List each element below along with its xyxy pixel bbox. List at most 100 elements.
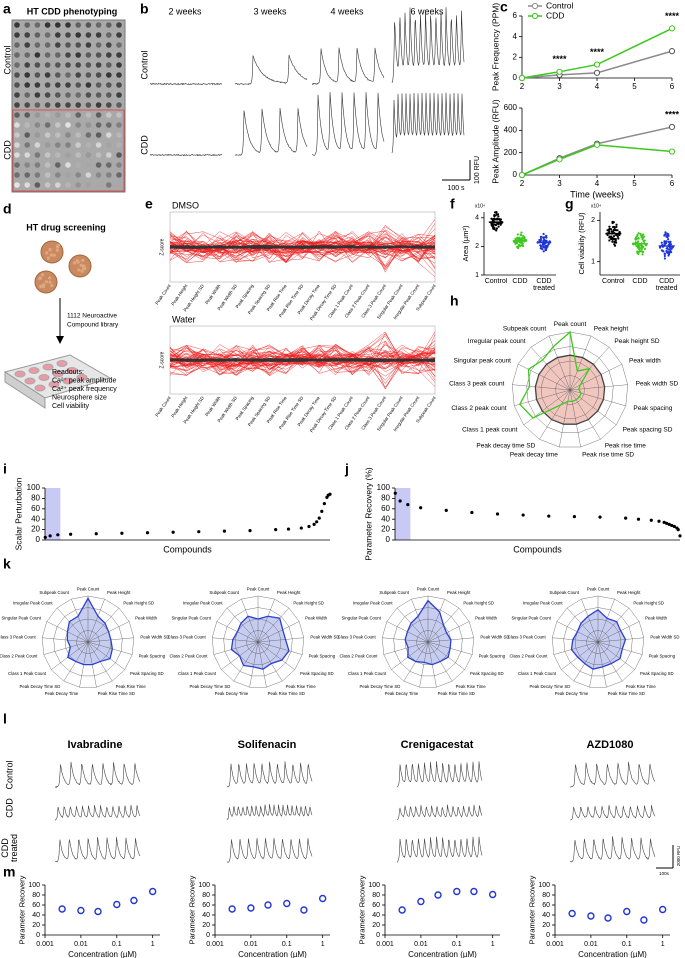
y-tick-label: 60 xyxy=(32,902,40,909)
data-point xyxy=(657,519,661,523)
axis-label: Singular Peak Count xyxy=(512,616,552,621)
data-point xyxy=(247,904,255,912)
label: 1112 Neuroactive xyxy=(67,313,117,320)
radar-spoke xyxy=(514,389,571,407)
jitter-dot xyxy=(667,233,670,236)
data-point xyxy=(623,907,631,916)
well xyxy=(34,152,41,158)
data-point xyxy=(77,906,85,915)
data-point xyxy=(670,523,674,528)
data-point xyxy=(434,891,442,899)
radar-ring xyxy=(381,595,475,688)
well xyxy=(75,32,81,38)
axis-label: Class 3 Peak Count xyxy=(168,634,207,639)
radar-spoke xyxy=(87,641,133,655)
radar-spoke xyxy=(71,599,89,643)
red-profile xyxy=(169,346,436,390)
axis-label: Peak decay time SD xyxy=(476,443,535,450)
well xyxy=(106,182,112,188)
x-axis-label: Concentration (µM) xyxy=(238,950,307,958)
data-point xyxy=(453,887,461,896)
jitter-dot xyxy=(636,237,639,240)
data-point xyxy=(145,531,150,535)
radar-spoke xyxy=(411,599,429,643)
jitter-dot xyxy=(610,235,613,238)
well xyxy=(95,152,102,158)
jitter-dot xyxy=(612,225,616,229)
y-tick-label: 20 xyxy=(372,922,380,929)
y-tick-label: 80 xyxy=(381,494,390,503)
well xyxy=(65,72,71,78)
radar-spoke xyxy=(233,641,259,682)
x-tick-label: 6 xyxy=(670,179,675,188)
well xyxy=(85,52,92,58)
radar-spoke xyxy=(257,641,267,688)
axis-label: Singular peak count xyxy=(454,357,512,364)
data-point xyxy=(228,905,236,913)
well xyxy=(95,22,102,28)
well xyxy=(24,52,31,58)
well xyxy=(55,82,61,88)
data-point xyxy=(470,510,474,515)
well xyxy=(95,32,102,38)
texture xyxy=(44,280,49,284)
data-point xyxy=(470,887,478,896)
jitter-dot xyxy=(667,238,670,241)
well xyxy=(106,92,112,98)
y-axis-label: Area (µm²) xyxy=(461,225,470,261)
axis-label: Peak Height xyxy=(107,590,131,595)
highlight-band xyxy=(395,488,411,540)
axis-label: Subpeak count xyxy=(503,325,547,332)
data-point xyxy=(495,512,500,516)
jitter-dot xyxy=(615,223,618,226)
well xyxy=(55,52,61,58)
label: 100 RFU xyxy=(474,156,481,184)
gray-profile xyxy=(169,245,436,249)
jitter-dot xyxy=(542,232,545,236)
axis-label: Class 1 peak count xyxy=(462,426,517,433)
y-tick-label: 100 xyxy=(377,483,391,492)
y-tick-label: 60 xyxy=(372,902,380,909)
radar-spoke xyxy=(597,621,640,643)
well xyxy=(116,172,122,178)
x-tick-label: 0.1 xyxy=(112,941,122,948)
y-tick-label: 80 xyxy=(542,892,550,899)
well xyxy=(65,82,71,88)
axis-label: Singular Peak Count xyxy=(2,616,42,621)
drug-name: AZD1080 xyxy=(586,739,633,751)
drug-name: Solifenacin xyxy=(238,739,297,751)
well xyxy=(24,112,31,118)
data-point xyxy=(58,905,66,913)
plate-well xyxy=(34,384,46,392)
row-label: Control xyxy=(2,45,12,74)
y-tick-label: 1 xyxy=(475,272,479,279)
well xyxy=(85,32,92,38)
axis-label: Peak Height xyxy=(277,590,301,595)
texture xyxy=(50,283,54,288)
radar-spoke xyxy=(42,637,89,643)
y-axis-label: Scalar Perturbation xyxy=(14,477,24,550)
x-tick-label: 3 xyxy=(557,82,562,91)
y-tick-label: 60 xyxy=(542,902,550,909)
jitter-dot xyxy=(495,229,498,232)
significance: **** xyxy=(552,54,567,64)
category-box: CDD xyxy=(632,278,647,285)
red-profile xyxy=(169,232,436,262)
data-point xyxy=(518,74,526,82)
well xyxy=(44,62,51,68)
texture xyxy=(72,261,77,265)
label: 100s xyxy=(659,871,670,876)
well xyxy=(44,132,51,138)
well xyxy=(44,152,51,158)
jitter-dot xyxy=(659,246,662,249)
radar-ring xyxy=(246,630,270,654)
well xyxy=(116,152,122,158)
radar-spoke xyxy=(212,637,259,643)
panel-letter: l xyxy=(3,711,7,727)
category-label: CDD treated xyxy=(655,278,678,292)
label: Ca²⁺ peak amplitude xyxy=(52,377,117,384)
radar-spoke xyxy=(597,641,635,670)
radar-ring xyxy=(393,607,463,677)
well xyxy=(55,132,61,138)
